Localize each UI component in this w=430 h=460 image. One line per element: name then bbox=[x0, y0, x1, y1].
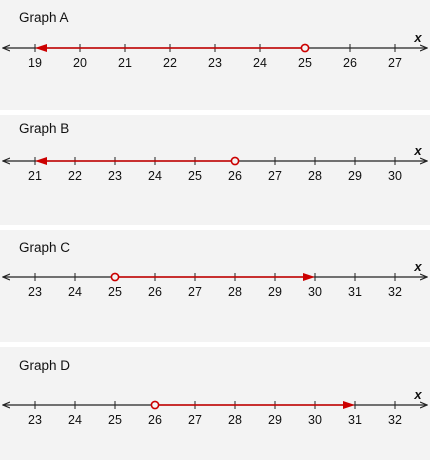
tick-label: 24 bbox=[68, 285, 82, 299]
tick-label: 32 bbox=[388, 285, 402, 299]
graph-d-title: Graph D bbox=[19, 358, 71, 373]
tick-label: 26 bbox=[148, 285, 162, 299]
tick-label: 25 bbox=[298, 56, 312, 70]
tick-label: 19 bbox=[28, 56, 42, 70]
graph-b-number-line: 21 22 23 24 25 26 27 28 29 30 x bbox=[0, 143, 430, 183]
graph-b-panel: Graph B 21 22 23 24 25 26 27 28 29 30 x bbox=[0, 115, 430, 225]
tick-label: 24 bbox=[253, 56, 267, 70]
graph-c-title: Graph C bbox=[19, 240, 71, 255]
tick-label: 21 bbox=[118, 56, 132, 70]
graph-a-panel: Graph A 19 20 21 22 23 24 25 26 27 x bbox=[0, 0, 430, 110]
ray-arrowhead bbox=[35, 157, 47, 165]
graph-a-number-line: 19 20 21 22 23 24 25 26 27 x bbox=[0, 30, 430, 70]
tick-label: 29 bbox=[268, 413, 282, 427]
axis-variable-label: x bbox=[413, 143, 422, 158]
tick-label: 27 bbox=[388, 56, 402, 70]
ray-arrowhead bbox=[343, 401, 355, 409]
endpoint-circle bbox=[150, 400, 160, 410]
endpoint-circle bbox=[300, 43, 310, 53]
endpoint-circle bbox=[110, 272, 120, 282]
tick-label: 24 bbox=[148, 169, 162, 183]
tick-label: 25 bbox=[188, 169, 202, 183]
graph-a-title: Graph A bbox=[19, 10, 69, 25]
tick-label: 32 bbox=[388, 413, 402, 427]
tick-label: 29 bbox=[268, 285, 282, 299]
tick-label: 23 bbox=[208, 56, 222, 70]
tick-label: 28 bbox=[228, 413, 242, 427]
tick-label: 21 bbox=[28, 169, 42, 183]
tick-label: 29 bbox=[348, 169, 362, 183]
tick-label: 20 bbox=[73, 56, 87, 70]
graph-c-number-line: 23 24 25 26 27 28 29 30 31 32 x bbox=[0, 259, 430, 299]
axis-variable-label: x bbox=[413, 259, 422, 274]
tick-label: 23 bbox=[28, 285, 42, 299]
ray-arrowhead bbox=[35, 44, 47, 52]
tick-label: 26 bbox=[148, 413, 162, 427]
graph-b-title: Graph B bbox=[19, 121, 70, 136]
graph-d-panel: Graph D 23 24 25 26 27 28 29 30 31 32 x bbox=[0, 347, 430, 460]
tick-label: 24 bbox=[68, 413, 82, 427]
tick-label: 26 bbox=[228, 169, 242, 183]
graph-c-panel: Graph C 23 24 25 26 27 28 29 30 31 32 x bbox=[0, 230, 430, 342]
axis-variable-label: x bbox=[413, 30, 422, 45]
tick-label: 28 bbox=[308, 169, 322, 183]
axis-variable-label: x bbox=[413, 387, 422, 402]
tick-label: 31 bbox=[348, 413, 362, 427]
tick-label: 23 bbox=[28, 413, 42, 427]
tick-label: 31 bbox=[348, 285, 362, 299]
tick-label: 27 bbox=[188, 413, 202, 427]
tick-label: 22 bbox=[68, 169, 82, 183]
ray-arrowhead bbox=[303, 273, 315, 281]
tick-label: 30 bbox=[388, 169, 402, 183]
tick-label: 23 bbox=[108, 169, 122, 183]
tick-label: 30 bbox=[308, 413, 322, 427]
graph-d-number-line: 23 24 25 26 27 28 29 30 31 32 x bbox=[0, 387, 430, 427]
endpoint-circle bbox=[230, 156, 240, 166]
tick-label: 22 bbox=[163, 56, 177, 70]
tick-label: 27 bbox=[268, 169, 282, 183]
tick-label: 28 bbox=[228, 285, 242, 299]
tick-label: 27 bbox=[188, 285, 202, 299]
tick-label: 30 bbox=[308, 285, 322, 299]
tick-label: 25 bbox=[108, 413, 122, 427]
tick-label: 25 bbox=[108, 285, 122, 299]
tick-label: 26 bbox=[343, 56, 357, 70]
